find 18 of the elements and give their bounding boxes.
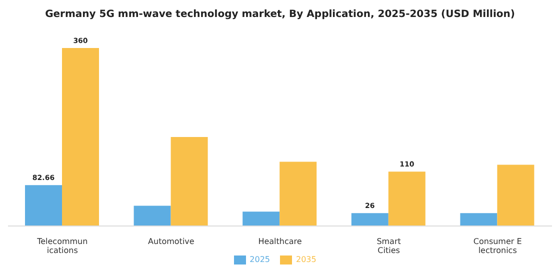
chart-title: Germany 5G mm-wave technology market, By Application, 2025-2035 (USD Million) <box>44 8 516 22</box>
x-tick-label: Telecommun ications <box>36 237 88 255</box>
bar <box>497 164 534 226</box>
bar <box>351 213 388 226</box>
x-tick-label: Healthcare <box>258 237 302 246</box>
bar <box>134 206 171 226</box>
x-tick-label: Consumer E lectronics <box>473 237 522 255</box>
bar <box>170 137 208 226</box>
bar <box>388 172 426 226</box>
bar <box>25 185 62 226</box>
bar <box>280 162 317 226</box>
bar <box>242 212 280 226</box>
bar <box>62 48 99 226</box>
legend-label: 2035 <box>296 255 316 264</box>
x-tick-label: Automotive <box>148 237 194 246</box>
legend-label: 2025 <box>250 255 270 264</box>
bar <box>460 213 498 226</box>
x-tick-label: Smart Cities <box>376 237 401 255</box>
